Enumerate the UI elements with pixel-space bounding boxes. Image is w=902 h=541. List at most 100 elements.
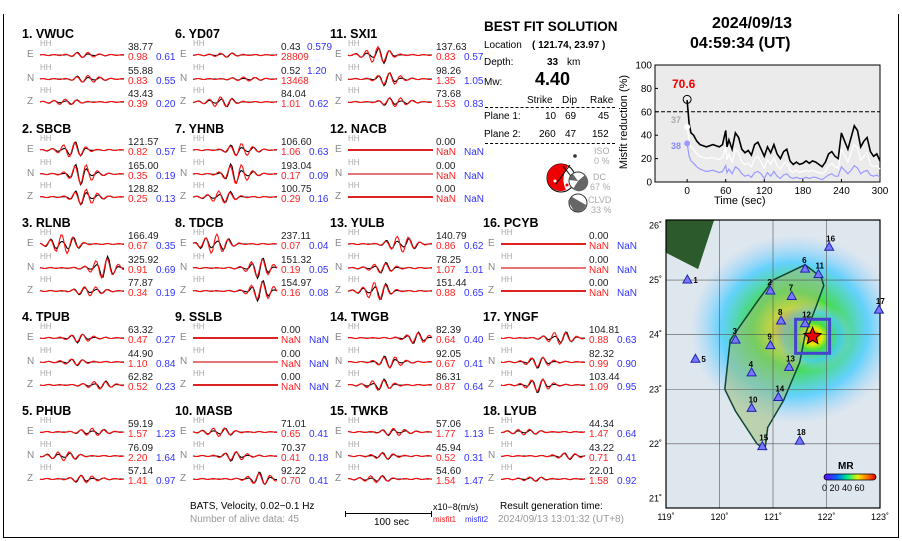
station-triangle-icon bbox=[746, 402, 757, 412]
misfit2-value: NaN bbox=[309, 382, 330, 393]
channel-label: HH bbox=[348, 181, 360, 190]
component-label: N bbox=[488, 261, 496, 273]
dc-ball bbox=[568, 171, 589, 192]
misfit1-value: 0.91 bbox=[128, 264, 148, 276]
misfit2-value: NaN bbox=[617, 241, 638, 252]
component-label: Z bbox=[335, 191, 342, 202]
lon-tick-label: 121˚ bbox=[764, 512, 782, 522]
amplitude-value: 82.32 bbox=[589, 348, 615, 360]
channel-label: HH bbox=[193, 62, 205, 72]
channel-label: HH bbox=[40, 39, 52, 48]
amplitude-value: 106.60 bbox=[281, 137, 312, 148]
component-label: E bbox=[27, 144, 34, 155]
time-scale-bar bbox=[345, 511, 432, 517]
channel-label: HH bbox=[40, 275, 52, 284]
channel-label: HH bbox=[40, 322, 52, 331]
misfit2-value: 0.57 bbox=[464, 52, 484, 63]
waveform-line bbox=[192, 472, 278, 485]
waveform-line bbox=[40, 474, 125, 484]
misfit2-value: 0.23 bbox=[156, 382, 176, 393]
misfit1-value: 0.86 bbox=[436, 241, 456, 252]
channel-label: HH bbox=[40, 439, 52, 449]
channel-label: HH bbox=[348, 345, 360, 355]
component-label: N bbox=[488, 449, 496, 461]
y-tick-label: 20 bbox=[641, 154, 653, 165]
station-triangle-icon bbox=[775, 314, 787, 325]
component-label: E bbox=[180, 238, 187, 249]
plane2-label: Plane 2: bbox=[484, 129, 521, 140]
station-title: 13. YULB bbox=[330, 216, 385, 230]
waveform-trace bbox=[39, 474, 125, 484]
focal-mechanism-beachball bbox=[546, 163, 576, 193]
station-label: 2 bbox=[767, 278, 772, 287]
amplitude-value: 0.00 bbox=[281, 372, 301, 383]
waveform-line bbox=[347, 282, 432, 301]
misfit2-value: NaN bbox=[309, 335, 330, 346]
station-label: 12 bbox=[802, 311, 811, 320]
channel-label: HH bbox=[193, 157, 205, 167]
station-title: 3. RLNB bbox=[22, 216, 71, 230]
waveform-line bbox=[192, 281, 278, 300]
y-tick-label: 0 bbox=[646, 178, 652, 189]
waveform-trace bbox=[500, 378, 586, 394]
epicenter-star-icon bbox=[802, 325, 823, 345]
solution-title: BEST FIT SOLUTION bbox=[484, 19, 618, 34]
waveform-trace bbox=[347, 451, 433, 460]
station-triangle-icon bbox=[799, 263, 811, 273]
misfit2-value: NaN bbox=[464, 147, 485, 158]
clvd-value: 33 % bbox=[591, 205, 612, 215]
component-label: Z bbox=[180, 191, 187, 202]
misfit1-value: NaN bbox=[436, 170, 457, 182]
amplitude-value: 78.25 bbox=[436, 254, 462, 266]
component-label: E bbox=[180, 144, 187, 155]
station-triangle-icon bbox=[823, 241, 835, 251]
station-title: 16. PCYB bbox=[483, 216, 539, 230]
station-triangle-icon bbox=[786, 290, 798, 300]
component-label: Z bbox=[180, 473, 187, 484]
component-label: E bbox=[180, 49, 187, 60]
colorbar-ticks: 0 20 40 60 bbox=[822, 483, 865, 493]
misfit2-value: 0.97 bbox=[156, 476, 176, 487]
waveform-trace bbox=[39, 450, 125, 461]
waveform-trace bbox=[39, 234, 125, 255]
amplitude-value: 55.88 bbox=[128, 65, 154, 77]
time-scale-label: 100 sec bbox=[374, 517, 410, 528]
waveform-line bbox=[347, 97, 433, 108]
misfit2-value: 0.62 bbox=[464, 241, 484, 252]
misfit1-value: 1.01 bbox=[281, 99, 301, 110]
channel-label: HH bbox=[348, 416, 360, 425]
misfit1-value: 0.64 bbox=[436, 335, 456, 346]
misfit1-value: 0.71 bbox=[589, 452, 609, 464]
waveform-trace bbox=[192, 450, 278, 462]
misfit1-value: 0.98 bbox=[128, 52, 148, 63]
station-triangle-icon bbox=[799, 317, 811, 328]
component-label: N bbox=[180, 72, 188, 84]
waveform-line bbox=[500, 428, 586, 436]
amplitude-value: 43.22 bbox=[589, 442, 615, 454]
channel-label: HH bbox=[348, 157, 360, 167]
waveform-trace bbox=[39, 141, 125, 158]
channel-label: HH bbox=[348, 228, 360, 237]
station-title: 10. MASB bbox=[175, 404, 233, 418]
misfit1-value: 0.29 bbox=[281, 194, 301, 205]
amplitude-value: 77.87 bbox=[128, 278, 154, 289]
misfit1-value: 0.16 bbox=[281, 288, 301, 299]
component-label: Z bbox=[335, 473, 342, 484]
waveform-line bbox=[39, 234, 125, 255]
misfit1-value: 0.35 bbox=[128, 170, 148, 182]
event-time: 04:59:34 (UT) bbox=[690, 35, 791, 52]
misfit2-value: NaN bbox=[617, 288, 638, 299]
amplitude-value: 0.00 bbox=[436, 184, 456, 195]
component-label: Z bbox=[27, 379, 34, 390]
channel-label: HH bbox=[193, 275, 205, 284]
waveform-line bbox=[500, 452, 586, 459]
amplitude-value: 0.00 bbox=[436, 160, 456, 172]
waveform-trace bbox=[39, 427, 125, 436]
component-label: N bbox=[27, 167, 35, 179]
waveform-trace bbox=[347, 45, 433, 65]
channel-label: HH bbox=[501, 416, 513, 425]
station-triangle-icon bbox=[746, 366, 757, 377]
waveform-line bbox=[500, 331, 586, 346]
peak-marker bbox=[682, 94, 692, 104]
plane2-rake: 152 bbox=[592, 129, 609, 140]
